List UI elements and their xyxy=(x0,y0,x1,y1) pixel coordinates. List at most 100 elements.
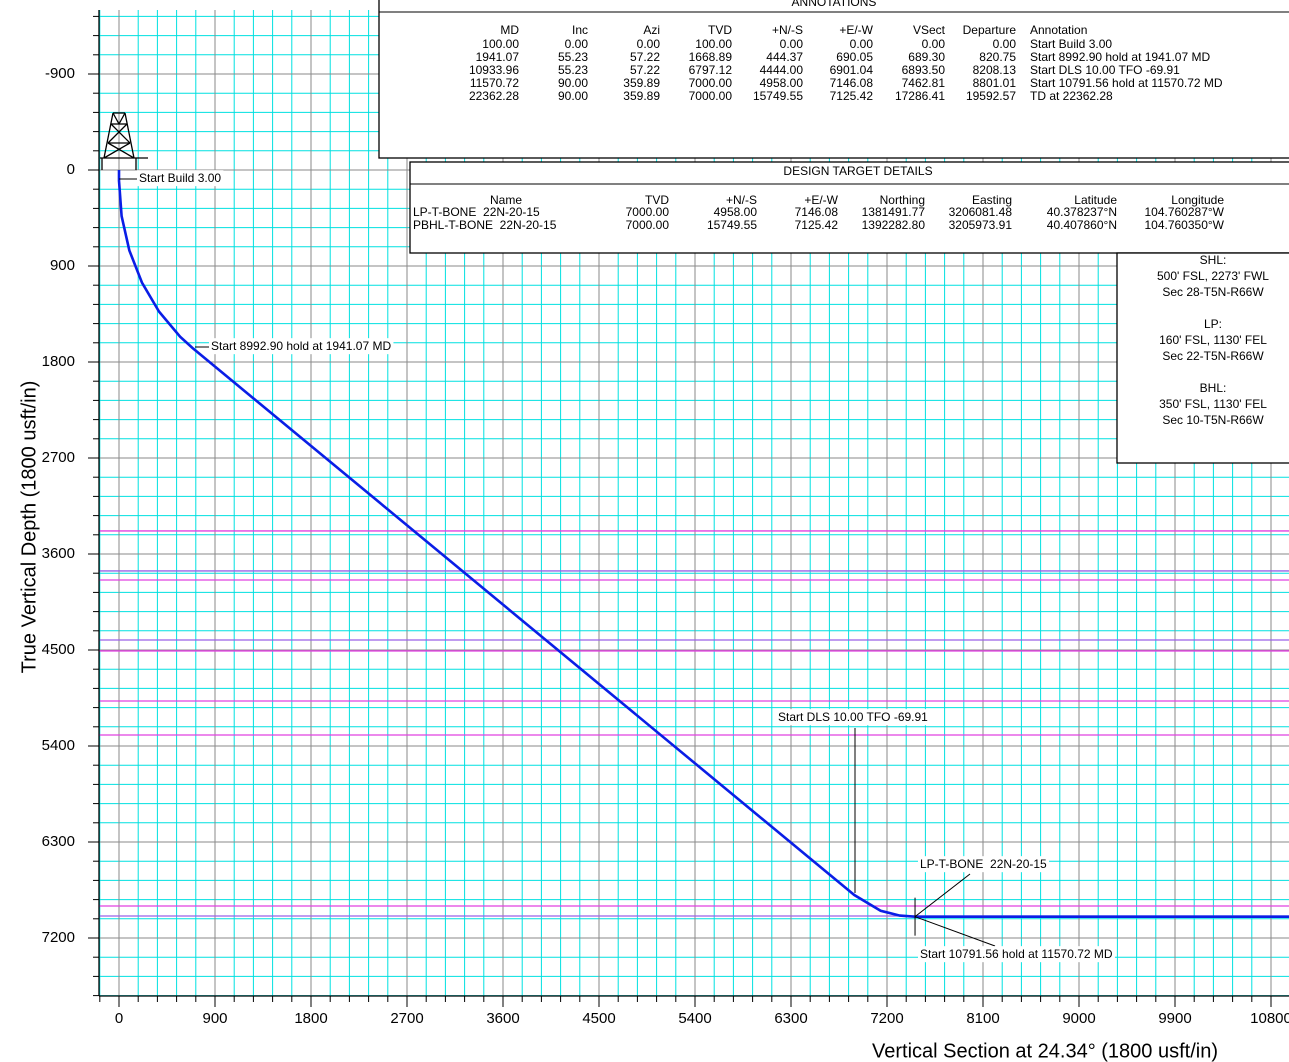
table-header: Azi xyxy=(643,23,660,37)
table-cell: 0.00 xyxy=(922,37,946,51)
table-cell: 100.00 xyxy=(695,37,732,51)
table-cell: LP-T-BONE 22N-20-15 xyxy=(413,205,540,219)
table-cell: 7000.00 xyxy=(626,218,670,232)
y-tick-label: 5400 xyxy=(42,737,75,754)
callout-background xyxy=(776,709,931,726)
annotations-box xyxy=(378,0,1289,159)
x-tick-label: 9900 xyxy=(1158,1010,1191,1027)
table-cell: 7146.08 xyxy=(795,205,839,219)
table-cell: 55.23 xyxy=(558,63,588,77)
table-cell: 8208.13 xyxy=(973,63,1017,77)
table-cell: 104.760350°W xyxy=(1144,218,1224,232)
x-tick-label: 900 xyxy=(202,1010,227,1027)
plot-area xyxy=(99,170,1289,936)
table-cell: 55.23 xyxy=(558,50,588,64)
table-cell: Start 10791.56 hold at 11570.72 MD xyxy=(1030,76,1223,90)
y-axis-label: True Vertical Depth (1800 usft/in) xyxy=(18,381,40,674)
x-tick-label: 8100 xyxy=(966,1010,999,1027)
x-tick-label: 3600 xyxy=(486,1010,519,1027)
table-header: Easting xyxy=(972,193,1012,207)
table-cell: 57.22 xyxy=(630,63,660,77)
table-cell: 0.00 xyxy=(637,37,661,51)
table-cell: 1668.89 xyxy=(689,50,733,64)
table-cell: 7146.08 xyxy=(830,76,874,90)
location-note: Sec 22-T5N-R66W xyxy=(1162,349,1264,363)
location-box xyxy=(1116,252,1289,464)
callout-leader xyxy=(914,873,971,918)
table-cell: 4958.00 xyxy=(714,205,758,219)
table-cell: 3206081.48 xyxy=(949,205,1013,219)
table-cell: 4958.00 xyxy=(760,76,804,90)
callouts: Start Build 3.00 Start 8992.90 hold at 19… xyxy=(119,170,1115,963)
y-tick-label: 2700 xyxy=(42,449,75,466)
table-cell: 7000.00 xyxy=(689,76,733,90)
x-tick-label: 6300 xyxy=(774,1010,807,1027)
tables: ANNOTATIONS DESIGN TARGET DETAILS MD Inc A… xyxy=(378,0,1289,464)
x-tick-label: 5400 xyxy=(678,1010,711,1027)
table-header: Name xyxy=(490,193,522,207)
table-header: Inc xyxy=(572,23,588,37)
table-cell: 8801.01 xyxy=(973,76,1017,90)
table-cell: 1941.07 xyxy=(476,50,520,64)
table-cell: 90.00 xyxy=(558,76,588,90)
location-note: Sec 28-T5N-R66W xyxy=(1162,285,1264,299)
table-header: +E/-W xyxy=(804,193,838,207)
table-cell: 7125.42 xyxy=(830,89,874,103)
table-cell: PBHL-T-BONE 22N-20-15 xyxy=(413,218,557,232)
table-cell: 6901.04 xyxy=(830,63,874,77)
table-header: Annotation xyxy=(1030,23,1087,37)
y-tick-label: 7200 xyxy=(42,929,75,946)
table-cell: 1381491.77 xyxy=(862,205,926,219)
location-note: 160' FSL, 1130' FEL xyxy=(1159,333,1267,347)
x-tick-label: 1800 xyxy=(294,1010,327,1027)
location-note: BHL: xyxy=(1200,381,1227,395)
table-header: TVD xyxy=(645,193,669,207)
callout-background xyxy=(918,856,1050,873)
table-header: +N/-S xyxy=(726,193,757,207)
table-cell: 15749.55 xyxy=(753,89,803,103)
table-cell: 7000.00 xyxy=(689,89,733,103)
table-header: TVD xyxy=(708,23,732,37)
x-tick-label: 10800 xyxy=(1250,1010,1289,1027)
table-cell: 6893.50 xyxy=(902,63,946,77)
callout: LP-T-BONE 22N-20-15 xyxy=(920,857,1047,871)
table-cell: 359.89 xyxy=(623,76,660,90)
targets-title: DESIGN TARGET DETAILS xyxy=(783,164,932,178)
table-header: Departure xyxy=(963,23,1017,37)
x-tick-label: 0 xyxy=(115,1010,123,1027)
y-tick-label: 3600 xyxy=(42,545,75,562)
table-cell: 359.89 xyxy=(623,89,660,103)
x-axis-label: Vertical Section at 24.34° (1800 usft/in… xyxy=(872,1040,1218,1062)
location-note: LP: xyxy=(1204,317,1222,331)
table-header: Northing xyxy=(880,193,925,207)
table-cell: 6797.12 xyxy=(689,63,733,77)
y-tick-label: 0 xyxy=(67,161,75,178)
callout: Start 10791.56 hold at 11570.72 MD xyxy=(920,947,1113,961)
table-cell: Start DLS 10.00 TFO -69.91 xyxy=(1030,63,1180,77)
well-path xyxy=(117,170,1289,918)
location-note: Sec 10-T5N-R66W xyxy=(1162,413,1264,427)
annotations-title: ANNOTATIONS xyxy=(792,0,877,9)
table-cell: 1392282.80 xyxy=(862,218,926,232)
table-cell: 689.30 xyxy=(908,50,945,64)
table-cell: 0.00 xyxy=(565,37,589,51)
table-cell: 104.760287°W xyxy=(1144,205,1224,219)
y-tick-label: 4500 xyxy=(42,641,75,658)
x-tick-label: 7200 xyxy=(870,1010,903,1027)
table-cell: 7125.42 xyxy=(795,218,839,232)
x-tick-label: 9000 xyxy=(1062,1010,1095,1027)
table-cell: 100.00 xyxy=(482,37,519,51)
callout: Start DLS 10.00 TFO -69.91 xyxy=(778,710,928,724)
table-cell: 0.00 xyxy=(780,37,804,51)
table-cell: TD at 22362.28 xyxy=(1030,89,1113,103)
table-cell: 7462.81 xyxy=(902,76,946,90)
table-cell: 90.00 xyxy=(558,89,588,103)
table-cell: 4444.00 xyxy=(760,63,804,77)
table-cell: 690.05 xyxy=(836,50,873,64)
y-tick-label: 1800 xyxy=(42,353,75,370)
callout-leader xyxy=(914,916,996,947)
rig-icon xyxy=(100,112,148,170)
axes: 0 900 1800 2700 3600 4500 5400 6300 7200 8100 9000… xyxy=(42,10,1289,1027)
